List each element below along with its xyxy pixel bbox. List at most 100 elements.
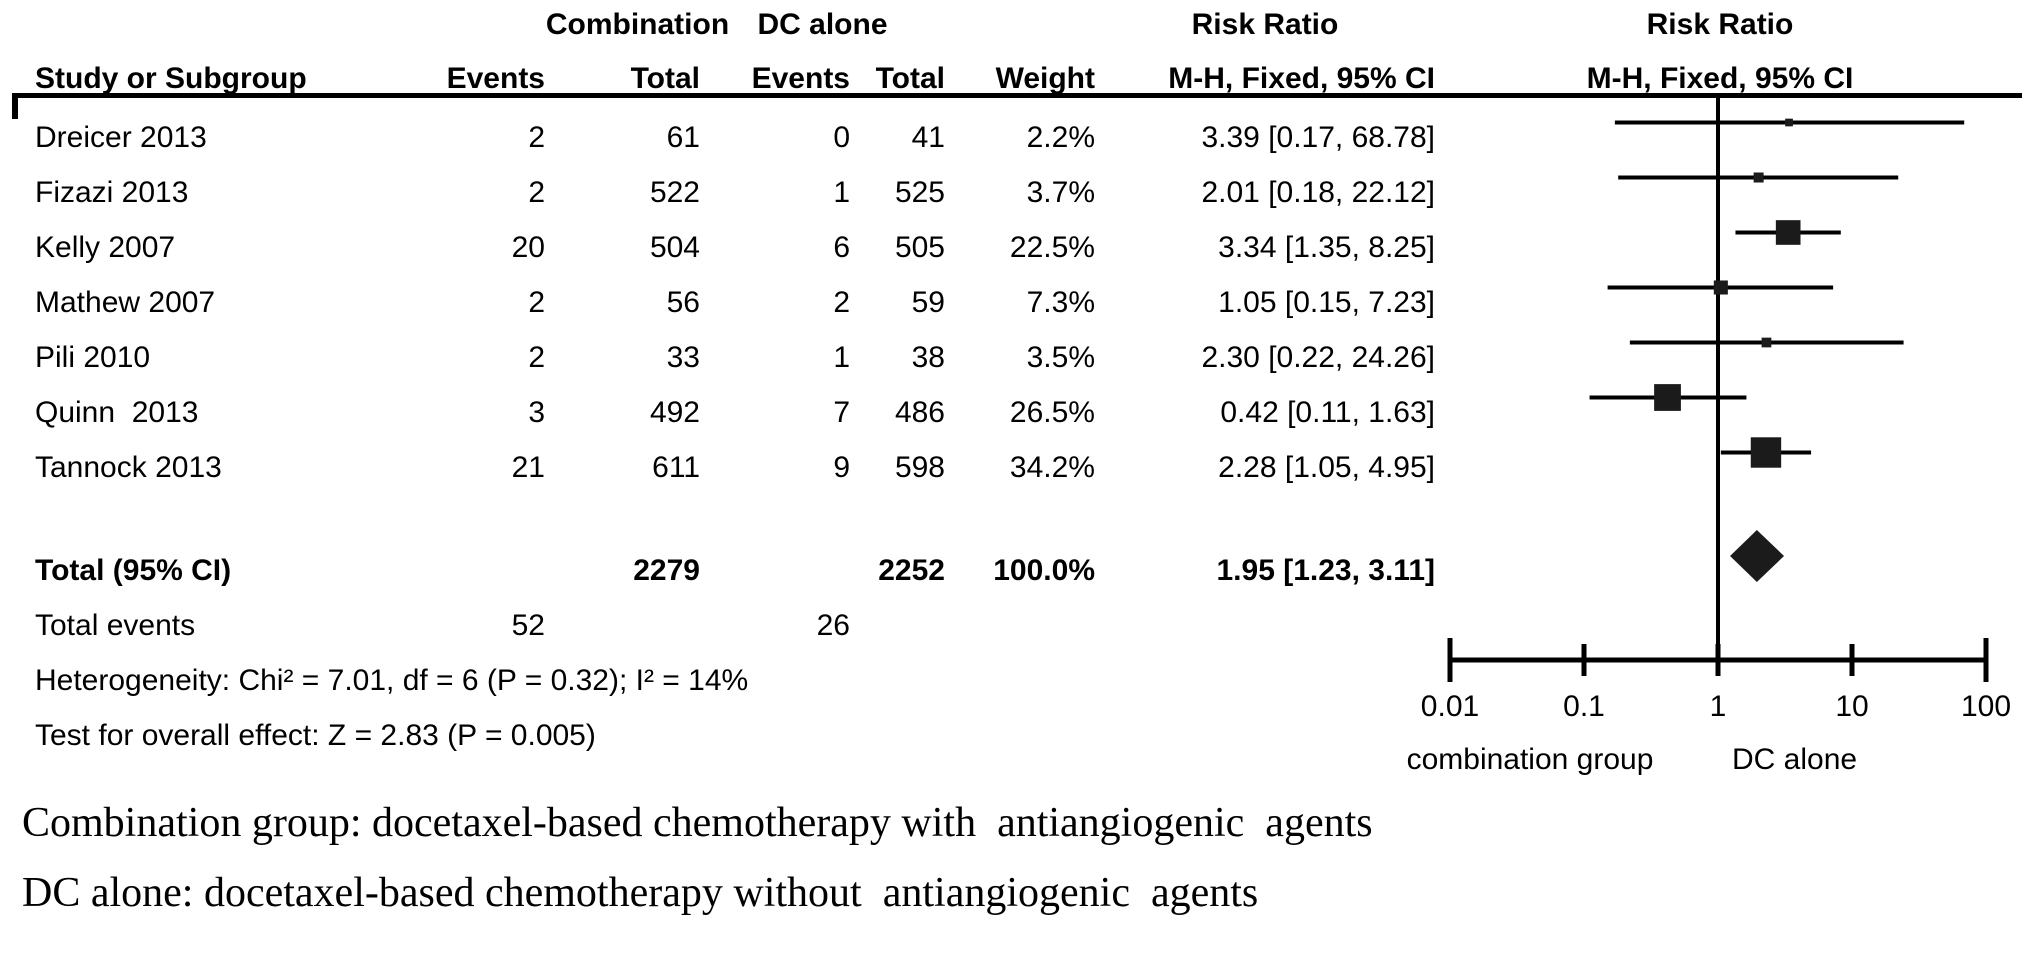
total-events-row: Total events 52 26 [0,598,1435,653]
header-rule-left-stub [12,93,18,119]
total1-cell: 504 [649,231,700,264]
events1-cell: 2 [528,176,545,209]
study-name: Kelly 2007 [35,231,176,264]
col-method-right: M-H, Fixed, 95% CI [1586,62,1854,95]
group1-header: Combination [545,8,730,41]
forest-plot-svg: 0.01 0.1 1 10 100 combination group DC alone [1407,93,2011,776]
total2-cell: 598 [894,451,945,484]
events1-cell: 2 [528,341,545,374]
events1-cell: 3 [528,396,545,429]
col-study-or-subgroup: Study or Subgroup [35,62,307,95]
rr-square [1750,437,1782,468]
total2-cell: 525 [894,176,945,209]
total-events-label: Total events [35,609,196,642]
overall-effect-stats: Test for overall effect: Z = 2.83 (P = 0… [35,719,596,752]
risk-ratio-cell: 2.01 [0.18, 22.12] [1201,176,1435,209]
weight-cell: 3.5% [1026,341,1095,374]
axis-tick-label: 0.1 [1563,690,1605,723]
total-events-combination: 52 [511,609,545,642]
favors-right-label: DC alone [1732,743,1857,776]
events1-cell: 21 [511,451,545,484]
events2-cell: 0 [833,121,850,154]
axis-tick-label: 100 [1961,690,2011,723]
heterogeneity-stats: Heterogeneity: Chi² = 7.01, df = 6 (P = … [35,664,749,697]
total2-cell: 486 [894,396,945,429]
footnote-dc-alone: DC alone: docetaxel-based chemotherapy w… [22,870,1259,916]
study-name: Pili 2010 [35,341,151,374]
risk-ratio-cell: 2.28 [1.05, 4.95] [1218,451,1435,484]
total-label: Total (95% CI) [35,554,232,587]
total2-cell: 41 [911,121,945,154]
total1-cell: 56 [666,286,700,319]
table-row: Kelly 2007 20 504 6 505 22.5% 3.34 [1.35… [0,220,1435,275]
study-name: Tannock 2013 [35,451,222,484]
header-rule [12,93,2022,98]
risk-ratio-cell: 0.42 [0.11, 1.63] [1220,396,1435,429]
col-events-dc-alone: Events [751,62,850,95]
pooled-risk-ratio: 1.95 [1.23, 3.11] [1216,554,1436,587]
rr-square [1775,220,1801,245]
risk-ratio-cell: 3.39 [0.17, 68.78] [1201,121,1435,154]
study-name: Fizazi 2013 [35,176,189,209]
favors-left-label: combination group [1407,743,1654,776]
study-name: Quinn 2013 [35,396,199,429]
total1-cell: 61 [666,121,700,154]
total2-cell: 59 [911,286,945,319]
total-row: Total (95% CI) 2279 2252 100.0% 1.95 [1.… [0,543,1435,598]
rr-square [1713,280,1728,295]
summary-diamond [1730,530,1785,582]
risk-ratio-cell: 3.34 [1.35, 8.25] [1218,231,1435,264]
col-method-left: M-H, Fixed, 95% CI [1168,62,1435,95]
column-header-row: Study or Subgroup Events Total Events To… [0,51,1435,106]
total2-cell: 505 [894,231,945,264]
table-row: Fizazi 2013 2 522 1 525 3.7% 2.01 [0.18,… [0,165,1435,220]
table-row: Quinn 2013 3 492 7 486 26.5% 0.42 [0.11,… [0,385,1435,440]
footnote-combination-group: Combination group: docetaxel-based chemo… [22,800,1373,846]
risk-ratio-header-right: Risk Ratio [1646,8,1794,41]
events2-cell: 7 [833,396,850,429]
total2-sum: 2252 [878,554,945,587]
events2-cell: 1 [833,341,850,374]
total2-cell: 38 [911,341,945,374]
weight-cell: 26.5% [1009,396,1095,429]
events2-cell: 6 [833,231,850,264]
rr-square [1785,118,1793,127]
axis-tick-label: 1 [1710,690,1727,723]
table-row: Mathew 2007 2 56 2 59 7.3% 1.05 [0.15, 7… [0,275,1435,330]
col-weight: Weight [995,62,1095,95]
table-row: Dreicer 2013 2 61 0 41 2.2% 3.39 [0.17, … [0,110,1435,165]
events2-cell: 1 [833,176,850,209]
events1-cell: 2 [528,286,545,319]
total1-cell: 33 [666,341,700,374]
risk-ratio-cell: 1.05 [0.15, 7.23] [1218,286,1435,319]
col-events-combination: Events [446,62,545,95]
weight-cell: 7.3% [1026,286,1095,319]
total1-cell: 611 [652,451,700,484]
weight-cell: 34.2% [1009,451,1095,484]
events2-cell: 2 [833,286,850,319]
group2-header: DC alone [757,8,888,41]
col-total-combination: Total [630,62,700,95]
total1-cell: 522 [649,176,700,209]
col-total-dc-alone: Total [875,62,945,95]
rr-square [1761,337,1772,348]
study-name: Mathew 2007 [35,286,216,319]
weight-cell: 2.2% [1026,121,1095,154]
total1-cell: 492 [649,396,700,429]
weight-cell: 22.5% [1009,231,1095,264]
risk-ratio-cell: 2.30 [0.22, 24.26] [1201,341,1435,374]
events2-cell: 9 [833,451,850,484]
weight-sum: 100.0% [993,554,1095,587]
table-row: Tannock 2013 21 611 9 598 34.2% 2.28 [1.… [0,440,1435,495]
risk-ratio-header-left: Risk Ratio [1191,8,1339,41]
events1-cell: 2 [528,121,545,154]
weight-cell: 3.7% [1026,176,1095,209]
axis-tick-label: 10 [1835,690,1868,723]
events1-cell: 20 [511,231,545,264]
total1-sum: 2279 [633,554,700,587]
rr-square [1654,384,1681,411]
table-row: Pili 2010 2 33 1 38 3.5% 2.30 [0.22, 24.… [0,330,1435,385]
rr-square [1753,172,1764,183]
axis-tick-label: 0.01 [1421,690,1479,723]
